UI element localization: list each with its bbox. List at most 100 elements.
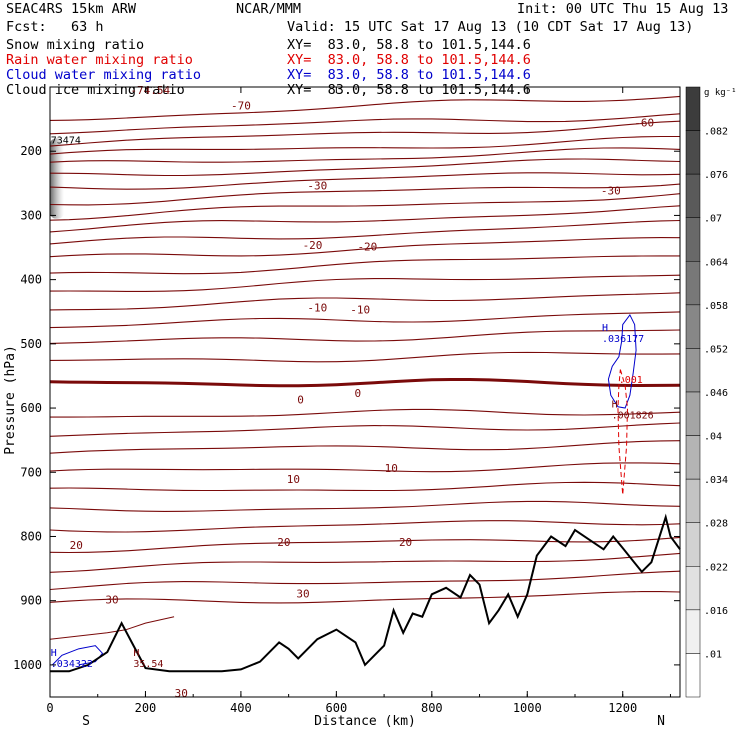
colorbar-cell xyxy=(685,435,701,480)
terrain-profile xyxy=(50,513,681,673)
colorbar-label: .016 xyxy=(704,606,728,617)
temperature-contour xyxy=(49,237,681,258)
y-tick-label: 600 xyxy=(20,401,42,415)
contour-label: -20 xyxy=(303,239,323,252)
rain-water-contour xyxy=(617,369,629,495)
extremum-value: .036177 xyxy=(602,334,644,345)
colorbar-cell xyxy=(685,217,701,262)
temperature-contour xyxy=(49,351,681,363)
temperature-contour xyxy=(49,172,681,190)
x-tick-label: 1000 xyxy=(513,701,542,715)
y-tick-label: 300 xyxy=(20,208,42,222)
plot-border xyxy=(49,86,681,698)
plot-frame xyxy=(49,86,681,698)
y-tick-label: 1000 xyxy=(13,658,42,672)
contour-label: 20 xyxy=(70,539,83,552)
y-tick-label: 800 xyxy=(20,529,42,543)
temperature-contour xyxy=(49,536,681,554)
y-tick-label: 700 xyxy=(20,465,42,479)
temperature-contour xyxy=(49,616,175,640)
colorbar-cell xyxy=(685,86,701,131)
snow-shading xyxy=(50,138,64,219)
snow-shade xyxy=(50,138,64,219)
field-xy-snow: XY= 83.0, 58.8 to 101.5,144.6 xyxy=(287,37,531,53)
contour-label: -10 xyxy=(350,303,370,316)
extremum-value: .034322 xyxy=(51,659,93,670)
contour-labels: -74.54 -70 -60 -30 -30 -20 -20 -10 -10 0 0 10 10 20 20… xyxy=(51,84,654,700)
temperature-contour xyxy=(49,481,681,492)
y-tick-label: 500 xyxy=(20,337,42,351)
colorbar-label: .07 xyxy=(704,214,722,225)
field-name-cloud-ice: Cloud ice mixing ratio xyxy=(6,82,185,98)
colorbar-label: .064 xyxy=(704,257,728,268)
field-name-snow: Snow mixing ratio xyxy=(6,37,145,53)
temperature-contour xyxy=(50,408,681,418)
contour-label: -70 xyxy=(231,99,251,112)
colorbar-cell xyxy=(685,261,701,306)
temperature-contour xyxy=(49,255,680,275)
temperature-contour xyxy=(49,570,681,591)
colorbar-cell xyxy=(685,522,701,567)
cloud-water-contours xyxy=(52,313,637,666)
colorbar-label: .04 xyxy=(704,432,722,443)
contour-label: -10 xyxy=(307,302,327,315)
colorbar-label: .028 xyxy=(704,519,728,530)
temperature-contour xyxy=(49,500,681,512)
contour-label: 0 xyxy=(297,393,304,406)
temperature-contour xyxy=(49,120,681,147)
x-tick-label: 400 xyxy=(230,701,252,715)
init-time: Init: 00 UTC Thu 15 Aug 13 xyxy=(517,1,729,17)
contour-label: 30 xyxy=(175,687,188,700)
temperature-contour xyxy=(49,462,681,473)
colorbar-label: .046 xyxy=(704,388,728,399)
contour-label: 10 xyxy=(287,473,300,486)
x-tick-label: 200 xyxy=(135,701,157,715)
field-xy-cloud-ice: XY= 83.0, 58.8 to 101.5,144.6 xyxy=(287,82,531,98)
colorbar-label: .034 xyxy=(704,475,728,486)
temperature-contour xyxy=(49,113,681,135)
contour-label: 10 xyxy=(385,462,398,475)
field-name-rain: Rain water mixing ratio xyxy=(6,52,193,68)
contour-label: -60 xyxy=(634,117,654,130)
temperature-contours xyxy=(49,95,681,640)
field-xy-rain: XY= 83.0, 58.8 to 101.5,144.6 xyxy=(287,52,531,68)
temperature-contour xyxy=(49,158,681,177)
temperature-contour xyxy=(49,422,681,437)
temperature-contour xyxy=(49,193,681,221)
terrain-line xyxy=(50,513,681,673)
temperature-contour xyxy=(49,329,681,344)
forecast-hour: Fcst: 63 h xyxy=(6,19,104,35)
temperature-contour xyxy=(49,552,681,573)
x-axis-label: Distance (km) xyxy=(314,714,416,729)
axes: 0 200 400 600 800 1000 12002003004005006007008… xyxy=(13,87,680,715)
field-xy-cloud-water: XY= 83.0, 58.8 to 101.5,144.6 xyxy=(287,67,531,83)
x-tick-label: 1200 xyxy=(608,701,637,715)
extremum-marker: H xyxy=(133,648,139,659)
colorbar-units: g kg⁻¹ xyxy=(704,88,737,98)
temperature-contour xyxy=(49,135,680,155)
colorbar-cell xyxy=(685,566,701,611)
colorbar-label: .01 xyxy=(704,649,722,660)
center-title: NCAR/MMM xyxy=(236,1,302,17)
temperature-contour xyxy=(49,274,681,292)
extremum-value: 35.54 xyxy=(133,659,163,670)
extremum-marker: H xyxy=(612,399,618,410)
extremum-marker: H xyxy=(602,323,608,334)
cloud-water-contour xyxy=(52,645,104,666)
colorbar-cell xyxy=(685,391,701,436)
y-tick-label: 200 xyxy=(20,144,42,158)
colorbar-label: .058 xyxy=(704,301,728,312)
y-tick-label: 900 xyxy=(20,594,42,608)
extremum-value: .001826 xyxy=(612,410,654,421)
y-tick-label: 400 xyxy=(20,273,42,287)
extremum-marker: H xyxy=(51,648,57,659)
field-name-cloud-water: Cloud water mixing ratio xyxy=(6,67,202,83)
zero-degree-contour xyxy=(49,378,681,388)
temperature-contour xyxy=(49,520,681,533)
x-tick-label: 0 xyxy=(46,701,53,715)
rain-water-contours xyxy=(617,369,629,495)
x-tick-label: 800 xyxy=(421,701,443,715)
temperature-contour xyxy=(49,95,681,121)
contour-label: -30 xyxy=(601,185,621,198)
